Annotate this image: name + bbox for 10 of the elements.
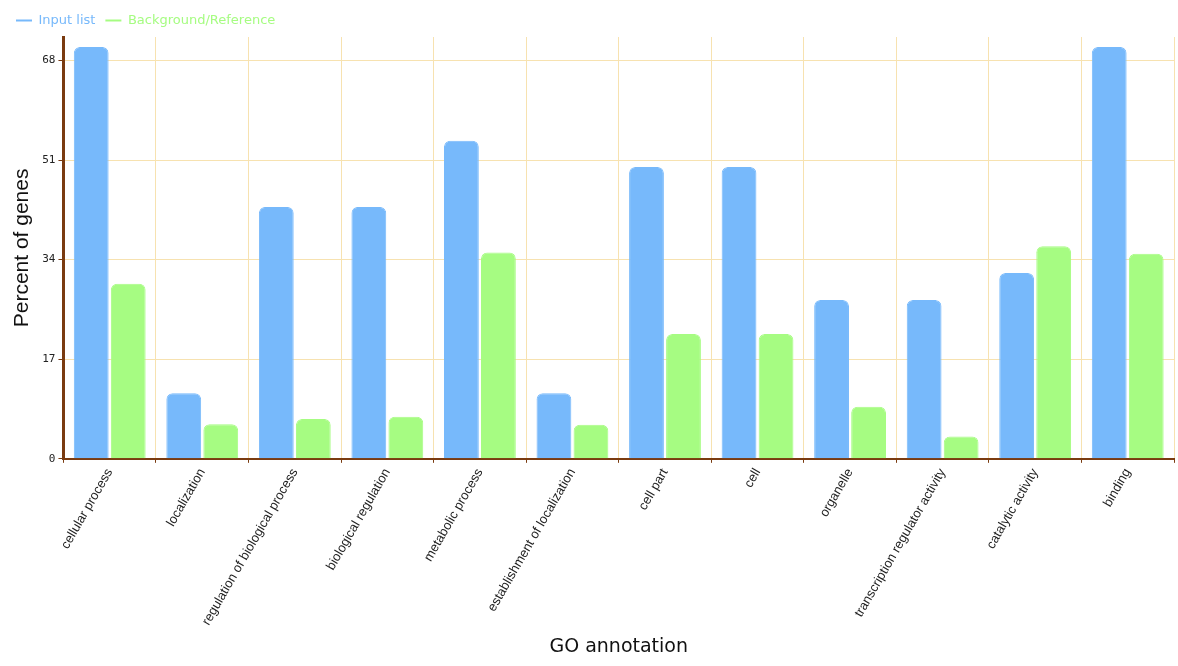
- legend-label: Input list: [38, 11, 96, 27]
- y-tick-label: 68: [42, 53, 56, 67]
- x-tick-label: cell: [740, 465, 764, 490]
- y-tick-label: 51: [42, 152, 56, 166]
- y-tick-label: 0: [48, 451, 56, 465]
- x-axis-title: GO annotation: [549, 633, 688, 656]
- legend-label: Background/Reference: [127, 11, 276, 27]
- y-axis-title: Percent of genes: [9, 168, 33, 328]
- y-tick-label: 17: [42, 352, 56, 366]
- y-tick-label: 34: [42, 252, 56, 266]
